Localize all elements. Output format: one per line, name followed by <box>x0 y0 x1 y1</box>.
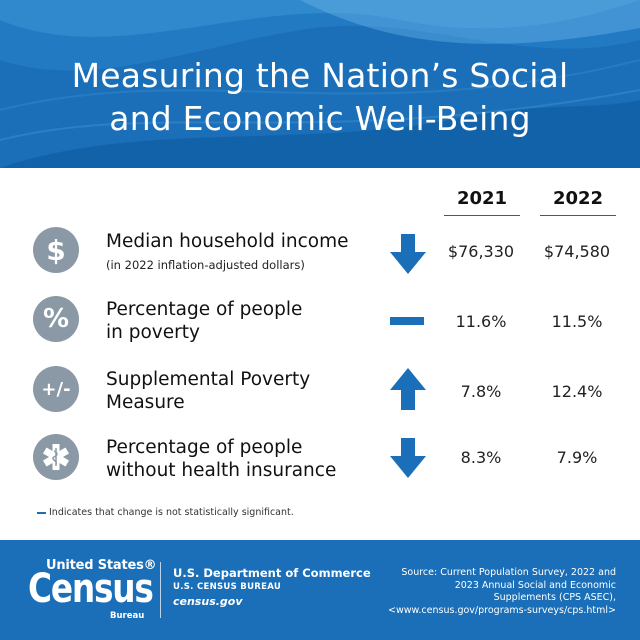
row-poverty: % Percentage of people in poverty 11.6% … <box>0 290 640 350</box>
logo-bureau: Bureau <box>110 611 145 621</box>
value-2022: $74,580 <box>543 242 611 261</box>
row-supplemental-poverty: +/- Supplemental Poverty Measure 7.8% 12… <box>0 360 640 420</box>
page-title: Measuring the Nation’s Social and Econom… <box>0 54 640 140</box>
logo-united-states: United States® <box>46 558 157 573</box>
value-2022: 7.9% <box>556 448 598 467</box>
column-header-2022: 2022 <box>540 188 616 216</box>
no-change-dash-icon <box>390 317 424 325</box>
row-median-income: $ Median household income (in 2022 infla… <box>0 222 640 282</box>
dash-icon <box>37 511 46 514</box>
bureau-name: U.S. CENSUS BUREAU <box>173 582 282 592</box>
row-sublabel: (in 2022 inflation-adjusted dollars) <box>106 258 305 272</box>
footnote: Indicates that change is not statistical… <box>37 507 294 518</box>
row-label: Median household income <box>106 231 349 252</box>
dollar-sign-icon: $ <box>33 227 79 273</box>
value-2021: 7.8% <box>460 382 502 401</box>
arrow-up-icon <box>390 368 426 410</box>
website-link[interactable]: census.gov <box>173 595 243 608</box>
arrow-down-icon <box>390 438 426 478</box>
department-name: U.S. Department of Commerce <box>173 566 371 580</box>
title-line-1: Measuring the Nation’s Social <box>71 56 569 95</box>
row-label: Supplemental Poverty Measure <box>106 369 311 413</box>
title-line-2: and Economic Well-Being <box>109 99 531 138</box>
plus-minus-icon: +/- <box>33 366 79 412</box>
percent-icon: % <box>33 296 79 342</box>
logo-census: Census <box>28 566 154 612</box>
value-2021: $76,330 <box>447 242 515 261</box>
medical-star-icon <box>33 434 79 480</box>
header-banner: Measuring the Nation’s Social and Econom… <box>0 0 640 168</box>
value-2021: 8.3% <box>460 448 502 467</box>
arrow-down-icon <box>390 234 426 274</box>
column-header-2021: 2021 <box>444 188 520 216</box>
source-citation: Source: Current Population Survey, 2022 … <box>388 567 616 616</box>
row-label: Percentage of people without health insu… <box>106 437 337 481</box>
value-2022: 11.5% <box>551 312 603 331</box>
value-2021: 11.6% <box>455 312 507 331</box>
value-2022: 12.4% <box>551 382 603 401</box>
row-label: Percentage of people in poverty <box>106 299 303 343</box>
footer-divider <box>160 562 161 618</box>
wave-background <box>0 0 640 168</box>
row-health-insurance: Percentage of people without health insu… <box>0 428 640 488</box>
footer: United States® Census Bureau U.S. Depart… <box>0 540 640 640</box>
